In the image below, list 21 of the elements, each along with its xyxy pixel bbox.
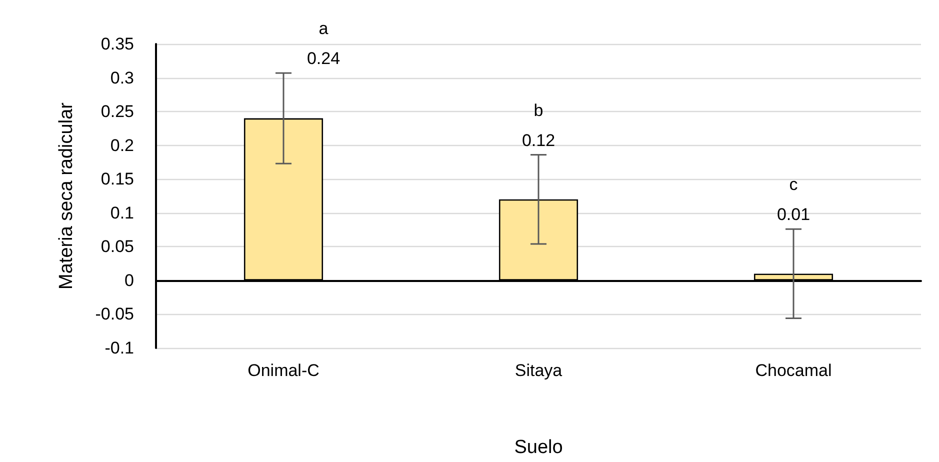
- x-tick-label: Onimal-C: [248, 361, 320, 380]
- x-tick-label: Chocamal: [755, 361, 832, 380]
- data-label: 0.12: [522, 130, 556, 150]
- y-axis-title: Materia seca radicular: [56, 102, 77, 290]
- y-tick-label: 0.35: [100, 34, 134, 54]
- y-tick-label: 0.15: [100, 170, 134, 189]
- y-tick-label: 0.2: [110, 136, 134, 155]
- y-tick-label: -0.1: [104, 338, 134, 358]
- x-axis-title: Suelo: [514, 437, 563, 458]
- y-tick-label: 0: [124, 270, 134, 290]
- y-tick-label: -0.05: [95, 304, 134, 324]
- data-label: 0.24: [306, 49, 340, 68]
- x-tick-label: Sitaya: [514, 361, 563, 380]
- annotation: b: [534, 100, 544, 120]
- data-label: 0.01: [776, 205, 810, 224]
- text: a: [318, 19, 329, 38]
- y-tick-label: 0.1: [110, 203, 134, 222]
- y-tick-label: 0.25: [100, 102, 134, 122]
- y-tick-label: 0.05: [100, 237, 134, 256]
- annotation: c: [789, 175, 798, 194]
- y-tick-label: 0.3: [110, 68, 134, 88]
